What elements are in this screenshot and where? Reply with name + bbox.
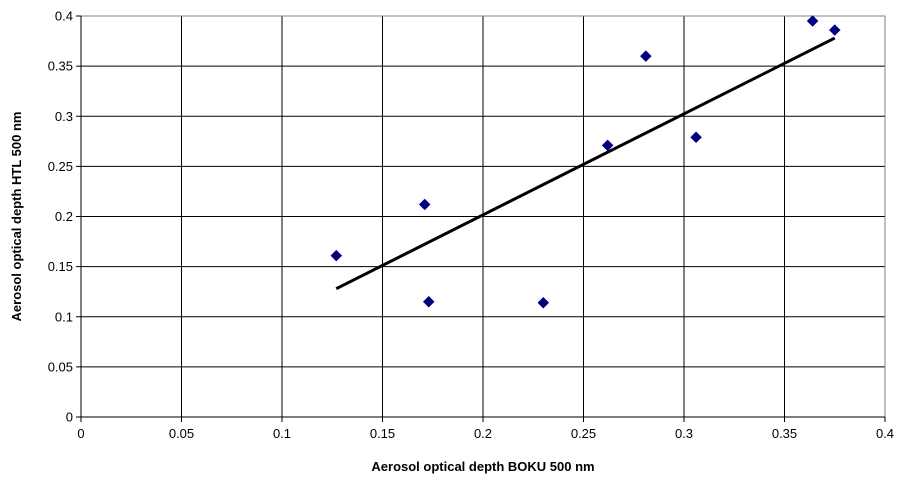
x-tick-label: 0.3 xyxy=(675,426,693,441)
x-tick-label: 0.35 xyxy=(772,426,797,441)
y-tick-label: 0.35 xyxy=(48,59,73,74)
x-tick-label: 0.2 xyxy=(474,426,492,441)
y-tick-label: 0.2 xyxy=(55,209,73,224)
data-point xyxy=(639,50,652,62)
y-tick-label: 0.25 xyxy=(48,159,73,174)
data-point xyxy=(806,15,819,27)
x-tick-label: 0.25 xyxy=(571,426,596,441)
x-tick-label: 0 xyxy=(77,426,84,441)
x-tick-label: 0.15 xyxy=(370,426,395,441)
y-tick-label: 0.15 xyxy=(48,259,73,274)
data-point xyxy=(601,139,614,152)
trendline-group xyxy=(335,36,836,291)
y-tick-label: 0.05 xyxy=(48,359,73,374)
x-axis-title: Aerosol optical depth BOKU 500 nm xyxy=(371,459,594,474)
data-point xyxy=(828,24,841,36)
tick-labels: 0 0.05 0.1 0.15 0.2 0.25 0.3 0.35 0.4 0 0.05 0.1 0.1… xyxy=(48,9,894,442)
data-point xyxy=(330,249,343,262)
y-tick-label: 0.1 xyxy=(55,309,73,324)
data-point xyxy=(690,131,702,144)
data-point xyxy=(422,295,435,308)
x-tick-label: 0.1 xyxy=(273,426,291,441)
y-tick-label: 0.4 xyxy=(55,9,73,24)
x-tick-label: 0.05 xyxy=(169,426,194,441)
y-tick-label: 0.3 xyxy=(55,109,73,124)
data-point xyxy=(537,296,550,309)
gridlines xyxy=(81,15,886,417)
y-tick-label: 0 xyxy=(66,410,73,425)
y-axis-title: Aerosol optical depth HTL 500 nm xyxy=(9,112,24,322)
trendline xyxy=(335,36,836,291)
data-point xyxy=(418,198,431,211)
x-tick-label: 0.4 xyxy=(876,426,894,441)
axes xyxy=(76,15,886,422)
data-points xyxy=(330,15,841,309)
